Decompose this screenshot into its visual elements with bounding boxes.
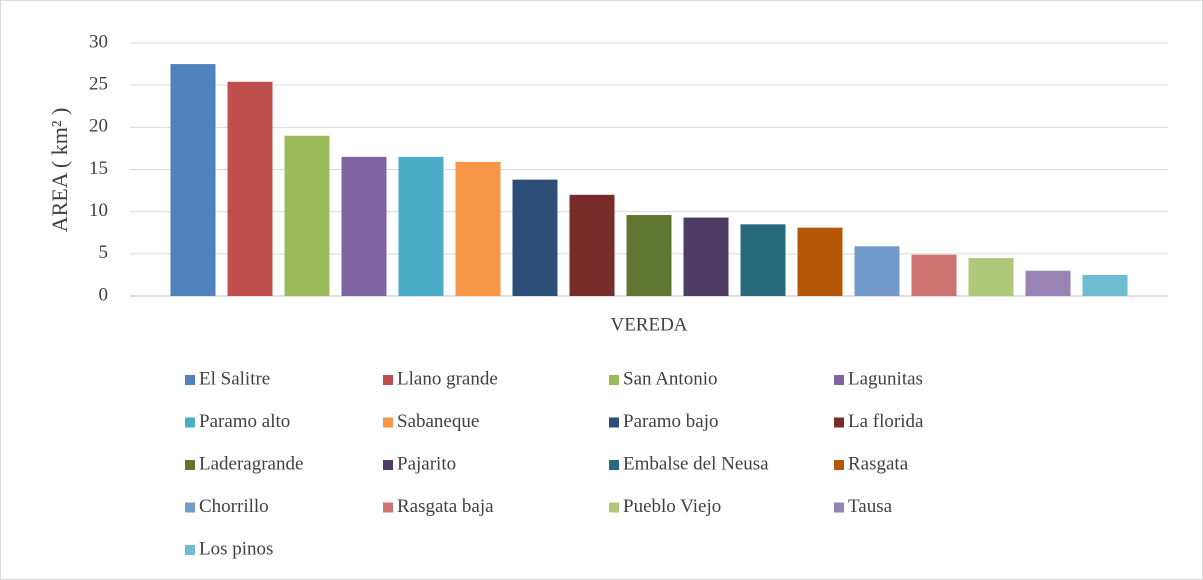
bar [1082,274,1128,296]
bar [512,179,558,296]
legend-swatch [609,460,619,470]
legend-label: La florida [848,411,924,432]
y-tick-label: 25 [89,74,108,95]
legend-label: Rasgata [848,453,909,474]
legend-swatch [609,417,619,428]
legend-label: Tausa [848,496,893,517]
bar [968,258,1014,296]
y-tick-label: 5 [99,242,109,263]
legend-swatch [383,375,393,385]
bar [284,135,330,296]
y-tick-label: 0 [99,284,109,305]
legend-swatch [383,502,393,513]
legend-label: Paramo bajo [623,411,719,432]
legend-label: Pueblo Viejo [623,496,721,517]
legend-label: Pajarito [397,453,456,474]
y-axis-title: AREA ( km² ) [47,108,72,233]
legend-label: Lagunitas [848,368,923,389]
bar [341,156,387,296]
bar [740,224,786,296]
y-tick-label: 10 [89,200,108,221]
legend-label: Llano grande [397,368,498,389]
bar [626,215,672,296]
legend-swatch [185,460,195,470]
bar [911,254,957,296]
bar [854,246,900,296]
bar [683,217,729,296]
legend-swatch [185,417,195,428]
legend-swatch [834,417,844,428]
legend-swatch [185,502,195,513]
legend-label: Embalse del Neusa [623,453,769,474]
legend-swatch [185,545,195,555]
bar [797,227,843,296]
legend-swatch [609,502,619,513]
legend-swatch [185,375,195,385]
legend-label: El Salitre [199,368,270,389]
legend-swatch [609,375,619,385]
legend-label: Sabaneque [397,411,479,432]
legend-label: San Antonio [623,368,717,389]
x-axis-title: VEREDA [610,314,687,335]
bar [398,156,444,296]
legend-swatch [834,502,844,513]
y-tick-label: 15 [89,158,108,179]
bar [569,194,615,296]
legend-swatch [834,460,844,470]
bar [170,64,216,296]
legend-label: Laderagrande [199,453,303,474]
legend-label: Los pinos [199,538,273,559]
legend-swatch [834,375,844,385]
legend-swatch [383,417,393,428]
y-tick-label: 30 [89,31,108,52]
legend-label: Chorrillo [199,496,269,517]
bar [1025,270,1071,296]
bar [227,81,273,296]
legend-label: Paramo alto [199,411,290,432]
y-tick-label: 20 [89,116,108,137]
legend-label: Rasgata baja [397,496,494,517]
bar [455,161,501,296]
legend-swatch [383,460,393,470]
